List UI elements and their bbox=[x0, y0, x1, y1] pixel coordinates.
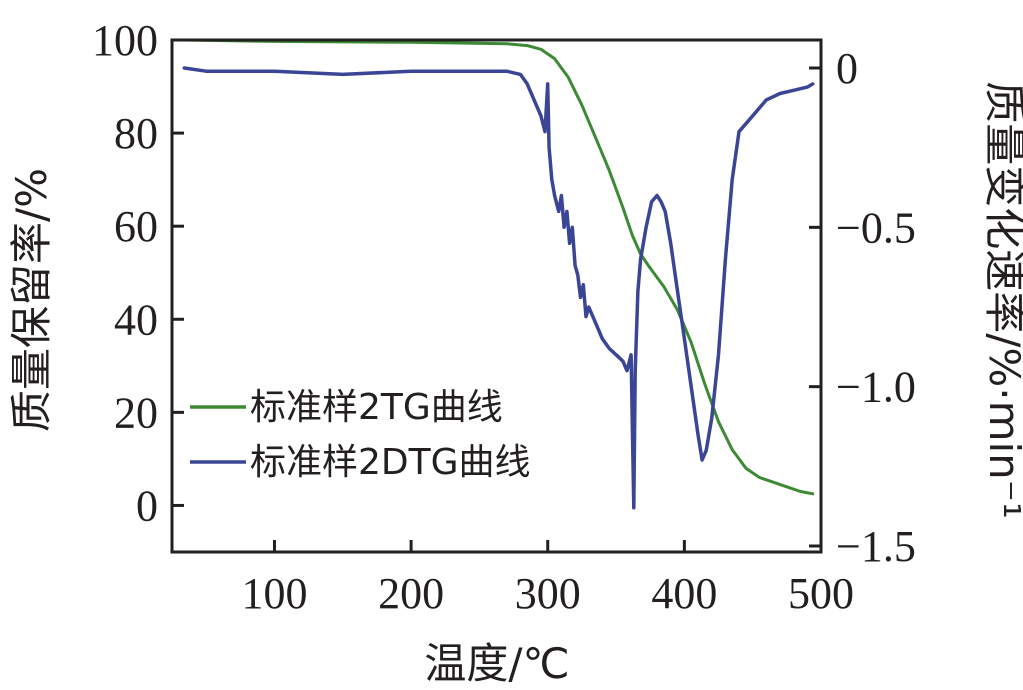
y-tick-label: 0 bbox=[136, 481, 158, 530]
y-tick-label: 100 bbox=[92, 16, 158, 65]
dtg-series-line bbox=[182, 66, 815, 510]
x-axis-title: 温度/℃ bbox=[424, 639, 569, 688]
y-axis-title: 质量保留率/% bbox=[7, 168, 56, 432]
y-tick-label: 20 bbox=[114, 388, 158, 437]
series-layer bbox=[182, 38, 815, 510]
x-tick-label: 100 bbox=[241, 569, 307, 618]
x-tick-label: 300 bbox=[515, 569, 581, 618]
legend-label: 标准样2DTG曲线 bbox=[250, 442, 531, 483]
y2-tick-label: −0.5 bbox=[836, 203, 916, 252]
legend-label: 标准样2TG曲线 bbox=[250, 387, 503, 428]
y2-tick-label: −1.0 bbox=[836, 363, 916, 412]
y2-axis-title: 质量变化速率/%·min⁻¹ bbox=[980, 81, 1023, 519]
y-tick-label: 80 bbox=[114, 109, 158, 158]
y2-tick-label: 0 bbox=[836, 44, 858, 93]
y2-tick-label: −1.5 bbox=[836, 522, 916, 571]
x-tick-label: 500 bbox=[788, 569, 854, 618]
plot-frame bbox=[170, 38, 823, 554]
y-tick-label: 60 bbox=[114, 202, 158, 251]
y-tick-label: 40 bbox=[114, 295, 158, 344]
ticks-layer: 100 200 300 400 500 0 20 40 60 80 100 0 −0.5 −1.0 −1.5 bbox=[92, 16, 916, 618]
x-tick-label: 200 bbox=[378, 569, 444, 618]
x-tick-label: 400 bbox=[651, 569, 717, 618]
